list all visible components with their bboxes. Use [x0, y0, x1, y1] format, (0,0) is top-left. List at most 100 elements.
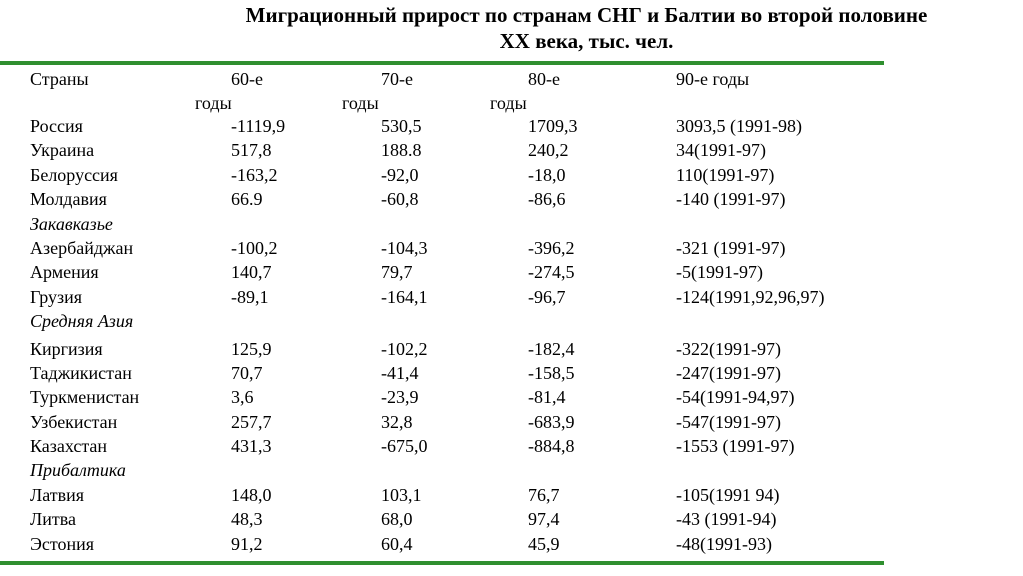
- group-heading: Прибалтика: [30, 460, 126, 481]
- table-header: Страны 60-е годы 70-е годы 80-е годы 90-…: [0, 67, 884, 115]
- value-80s-cell: -884,8: [528, 436, 575, 457]
- value-80s-cell: 97,4: [528, 509, 560, 530]
- country-cell: Россия: [30, 116, 83, 136]
- country-cell: Латвия: [30, 484, 85, 505]
- group-heading-row: Закавказье: [0, 212, 884, 236]
- value-80s-cell: -274,5: [528, 262, 575, 283]
- header-60s-years: годы: [195, 93, 232, 113]
- country-cell: Армения: [30, 262, 99, 283]
- value-60s-cell: -163,2: [231, 164, 278, 185]
- bottom-rule: [0, 561, 884, 565]
- value-80s-cell: 45,9: [528, 533, 560, 554]
- value-70s-cell: -92,0: [381, 164, 419, 185]
- table-title-line-1: Миграционный прирост по странам СНГ и Ба…: [245, 3, 928, 27]
- value-70s-cell: -104,3: [381, 237, 428, 258]
- table-row: Грузия -89,1 -164,1 -96,7 -124(1991,92,96,97…: [0, 285, 884, 309]
- value-70s-cell: 68,0: [381, 509, 413, 530]
- value-60s-cell: -89,1: [231, 286, 269, 307]
- value-60s-cell: 148,0: [231, 484, 272, 505]
- table-row: Латвия 148,0 103,1 76,7 -105(1991 94): [0, 483, 884, 507]
- table-row: Белоруссия -163,2 -92,0 -18,0 110(1991-97): [0, 163, 884, 187]
- value-60s-cell: 3,6: [231, 387, 254, 408]
- value-90s-cell: 3093,5 (1991-98): [676, 116, 802, 136]
- table-row: Узбекистан 257,7 32,8 -683,9 -547(1991-97): [0, 410, 884, 434]
- country-cell: Туркменистан: [30, 387, 140, 408]
- value-80s-cell: 1709,3: [528, 116, 578, 136]
- value-90s-cell: -247(1991-97): [676, 362, 781, 383]
- value-60s-cell: 125,9: [231, 338, 272, 359]
- table-row: Киргизия 125,9 -102,2 -182,4 -322(1991-97): [0, 337, 884, 361]
- header-country: Страны: [30, 69, 89, 89]
- country-cell: Белоруссия: [30, 164, 118, 185]
- value-60s-cell: -100,2: [231, 237, 278, 258]
- table-row: Армения 140,7 79,7 -274,5 -5(1991-97): [0, 260, 884, 284]
- country-cell: Литва: [30, 509, 76, 530]
- value-60s-cell: 431,3: [231, 436, 272, 457]
- value-80s-cell: -182,4: [528, 338, 575, 359]
- country-cell: Азербайджан: [30, 237, 134, 258]
- table-row: Россия -1119,9 530,5 1709,3 3093,5 (1991-98): [0, 114, 884, 138]
- value-60s-cell: 517,8: [231, 140, 272, 161]
- value-60s-cell: 257,7: [231, 411, 272, 432]
- group-heading: Закавказье: [30, 213, 113, 234]
- country-cell: Узбекистан: [30, 411, 118, 432]
- table-row: Таджикистан 70,7 -41,4 -158,5 -247(1991-97): [0, 361, 884, 385]
- value-70s-cell: -23,9: [381, 387, 419, 408]
- country-cell: Украина: [30, 140, 95, 161]
- table-row: Туркменистан 3,6 -23,9 -81,4 -54(1991-94,97): [0, 385, 884, 409]
- country-cell: Казахстан: [30, 436, 108, 457]
- value-90s-cell: -48(1991-93): [676, 533, 772, 554]
- header-80s-years: годы: [490, 93, 527, 113]
- value-90s-cell: -140 (1991-97): [676, 189, 786, 210]
- value-70s-cell: -102,2: [381, 338, 428, 359]
- table-body: Россия -1119,9 530,5 1709,3 3093,5 (1991-98)…: [0, 114, 884, 556]
- header-70s-years: годы: [342, 93, 379, 113]
- value-70s-cell: 530,5: [381, 116, 422, 136]
- header-90s: 90-е годы: [676, 69, 750, 89]
- header-70s: 70-е: [381, 69, 413, 89]
- value-70s-cell: 103,1: [381, 484, 422, 505]
- top-rule: [0, 61, 884, 65]
- value-70s-cell: -60,8: [381, 189, 419, 210]
- value-90s-cell: -547(1991-97): [676, 411, 781, 432]
- value-70s-cell: 60,4: [381, 533, 413, 554]
- country-cell: Киргизия: [30, 338, 103, 359]
- value-90s-cell: -105(1991 94): [676, 484, 780, 505]
- table-row: Литва 48,3 68,0 97,4 -43 (1991-94): [0, 507, 884, 531]
- country-cell: Эстония: [30, 533, 95, 554]
- value-90s-cell: -5(1991-97): [676, 262, 763, 283]
- value-70s-cell: 188.8: [381, 140, 422, 161]
- value-90s-cell: 110(1991-97): [676, 164, 775, 185]
- value-60s-cell: 91,2: [231, 533, 263, 554]
- value-90s-cell: -1553 (1991-97): [676, 436, 795, 457]
- value-70s-cell: 32,8: [381, 411, 413, 432]
- value-70s-cell: -41,4: [381, 362, 419, 383]
- value-60s-cell: 70,7: [231, 362, 263, 383]
- value-90s-cell: -54(1991-94,97): [676, 387, 795, 408]
- value-60s-cell: 66.9: [231, 189, 263, 210]
- value-90s-cell: -322(1991-97): [676, 338, 781, 359]
- table-row: Азербайджан -100,2 -104,3 -396,2 -321 (1991-…: [0, 236, 884, 260]
- table-row: Молдавия 66.9 -60,8 -86,6 -140 (1991-97): [0, 187, 884, 211]
- header-60s: 60-е: [231, 69, 263, 89]
- value-60s-cell: 48,3: [231, 509, 263, 530]
- value-90s-cell: -321 (1991-97): [676, 237, 786, 258]
- value-80s-cell: -81,4: [528, 387, 566, 408]
- country-cell: Молдавия: [30, 189, 107, 210]
- value-60s-cell: 140,7: [231, 262, 272, 283]
- value-70s-cell: -164,1: [381, 286, 428, 307]
- group-heading-row: Средняя Азия: [0, 309, 884, 333]
- value-80s-cell: -18,0: [528, 164, 566, 185]
- value-70s-cell: -675,0: [381, 436, 428, 457]
- value-90s-cell: -124(1991,92,96,97): [676, 286, 825, 307]
- value-80s-cell: -396,2: [528, 237, 575, 258]
- value-80s-cell: -158,5: [528, 362, 575, 383]
- country-cell: Грузия: [30, 286, 83, 307]
- country-cell: Таджикистан: [30, 362, 132, 383]
- table-row: Украина 517,8 188.8 240,2 34(1991-97): [0, 138, 884, 162]
- value-90s-cell: -43 (1991-94): [676, 509, 777, 530]
- table-title-line-2: XX века, тыс. чел.: [499, 29, 674, 53]
- value-90s-cell: 34(1991-97): [676, 140, 766, 161]
- table-row: Казахстан 431,3 -675,0 -884,8 -1553 (1991-97…: [0, 434, 884, 458]
- value-80s-cell: -96,7: [528, 286, 566, 307]
